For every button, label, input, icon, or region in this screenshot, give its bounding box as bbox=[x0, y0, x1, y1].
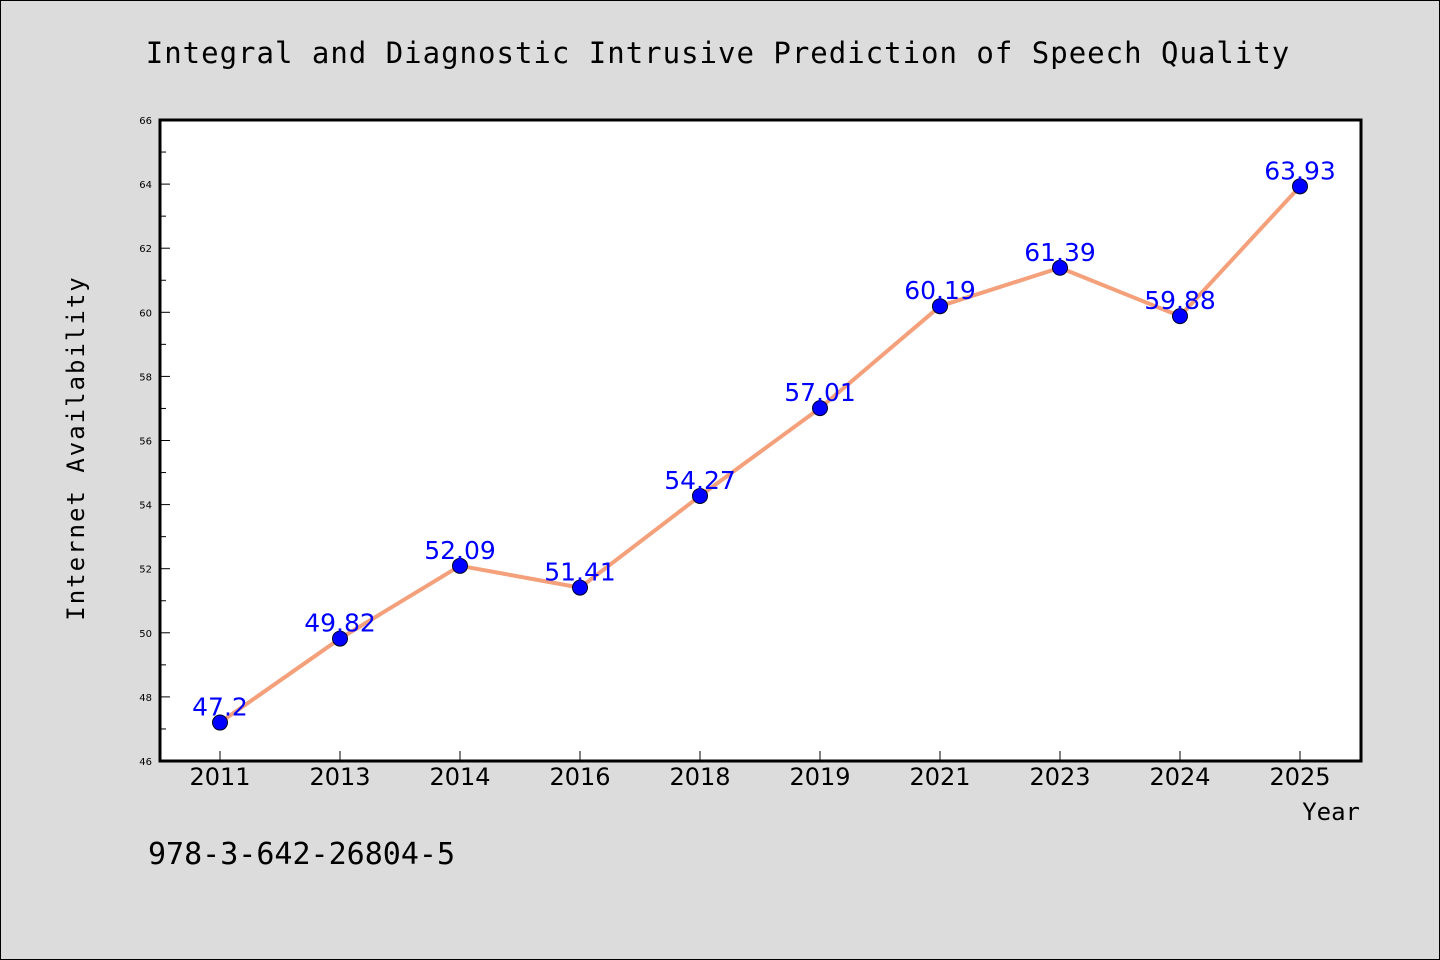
x-tick-label: 2013 bbox=[309, 763, 370, 791]
y-tick-label: 64 bbox=[139, 180, 152, 191]
y-tick-label: 56 bbox=[139, 437, 152, 448]
data-label: 54.27 bbox=[664, 466, 736, 495]
isbn-footer: 978-3-642-26804-5 bbox=[148, 837, 455, 872]
data-label: 52.09 bbox=[424, 536, 496, 565]
y-tick-label: 58 bbox=[139, 372, 152, 383]
data-label: 63.93 bbox=[1264, 156, 1336, 185]
y-axis-label: Internet Availability bbox=[62, 275, 90, 620]
y-tick-label: 60 bbox=[139, 308, 152, 319]
data-point bbox=[572, 579, 588, 596]
y-tick-label: 46 bbox=[139, 757, 152, 768]
x-axis-ticks: 2011 2013 2014 2016 2018 2019 2021 2023 2024 2025 bbox=[189, 751, 1331, 791]
series-line bbox=[218, 184, 1302, 725]
x-tick-label: 2018 bbox=[669, 763, 730, 791]
data-point bbox=[1292, 178, 1308, 195]
data-point bbox=[452, 557, 468, 574]
y-tick-label: 48 bbox=[139, 693, 152, 704]
data-label: 59.88 bbox=[1144, 286, 1216, 315]
y-tick-label: 50 bbox=[139, 629, 152, 640]
data-label: 49.82 bbox=[304, 609, 376, 638]
data-point bbox=[1052, 259, 1068, 276]
x-tick-label: 2019 bbox=[789, 763, 850, 791]
series-polyline bbox=[218, 184, 1302, 725]
x-tick-label: 2023 bbox=[1029, 763, 1090, 791]
data-point bbox=[692, 487, 708, 504]
y-tick-label: 54 bbox=[139, 501, 152, 512]
x-tick-label: 2021 bbox=[909, 763, 970, 791]
data-label: 57.01 bbox=[784, 378, 856, 407]
plot-area bbox=[158, 118, 1363, 763]
data-label: 51.41 bbox=[544, 558, 616, 587]
data-point bbox=[812, 400, 828, 417]
data-label: 60.19 bbox=[904, 276, 976, 305]
y-tick-label: 66 bbox=[139, 116, 152, 127]
data-point bbox=[212, 714, 228, 731]
data-markers bbox=[212, 178, 1308, 731]
data-point bbox=[932, 298, 948, 315]
y-tick-label: 62 bbox=[139, 244, 152, 255]
chart-title: Integral and Diagnostic Intrusive Predic… bbox=[146, 36, 1291, 70]
x-tick-label: 2025 bbox=[1269, 763, 1330, 791]
data-labels: 47.2 49.82 52.09 51.41 54.27 57.01 60.19 61.39 5… bbox=[192, 156, 1336, 721]
y-tick-label: 52 bbox=[139, 565, 152, 576]
x-tick-label: 2024 bbox=[1149, 763, 1210, 791]
x-tick-label: 2016 bbox=[549, 763, 610, 791]
data-point bbox=[332, 630, 348, 647]
x-tick-label: 2011 bbox=[189, 763, 250, 791]
x-axis-label: Year bbox=[1302, 798, 1360, 826]
y-axis-ticks: 46 48 50 52 54 56 58 60 62 64 66 bbox=[139, 116, 170, 768]
data-label: 61.39 bbox=[1024, 238, 1096, 267]
data-label: 47.2 bbox=[192, 693, 248, 722]
x-tick-label: 2014 bbox=[429, 763, 490, 791]
data-point bbox=[1172, 308, 1188, 325]
